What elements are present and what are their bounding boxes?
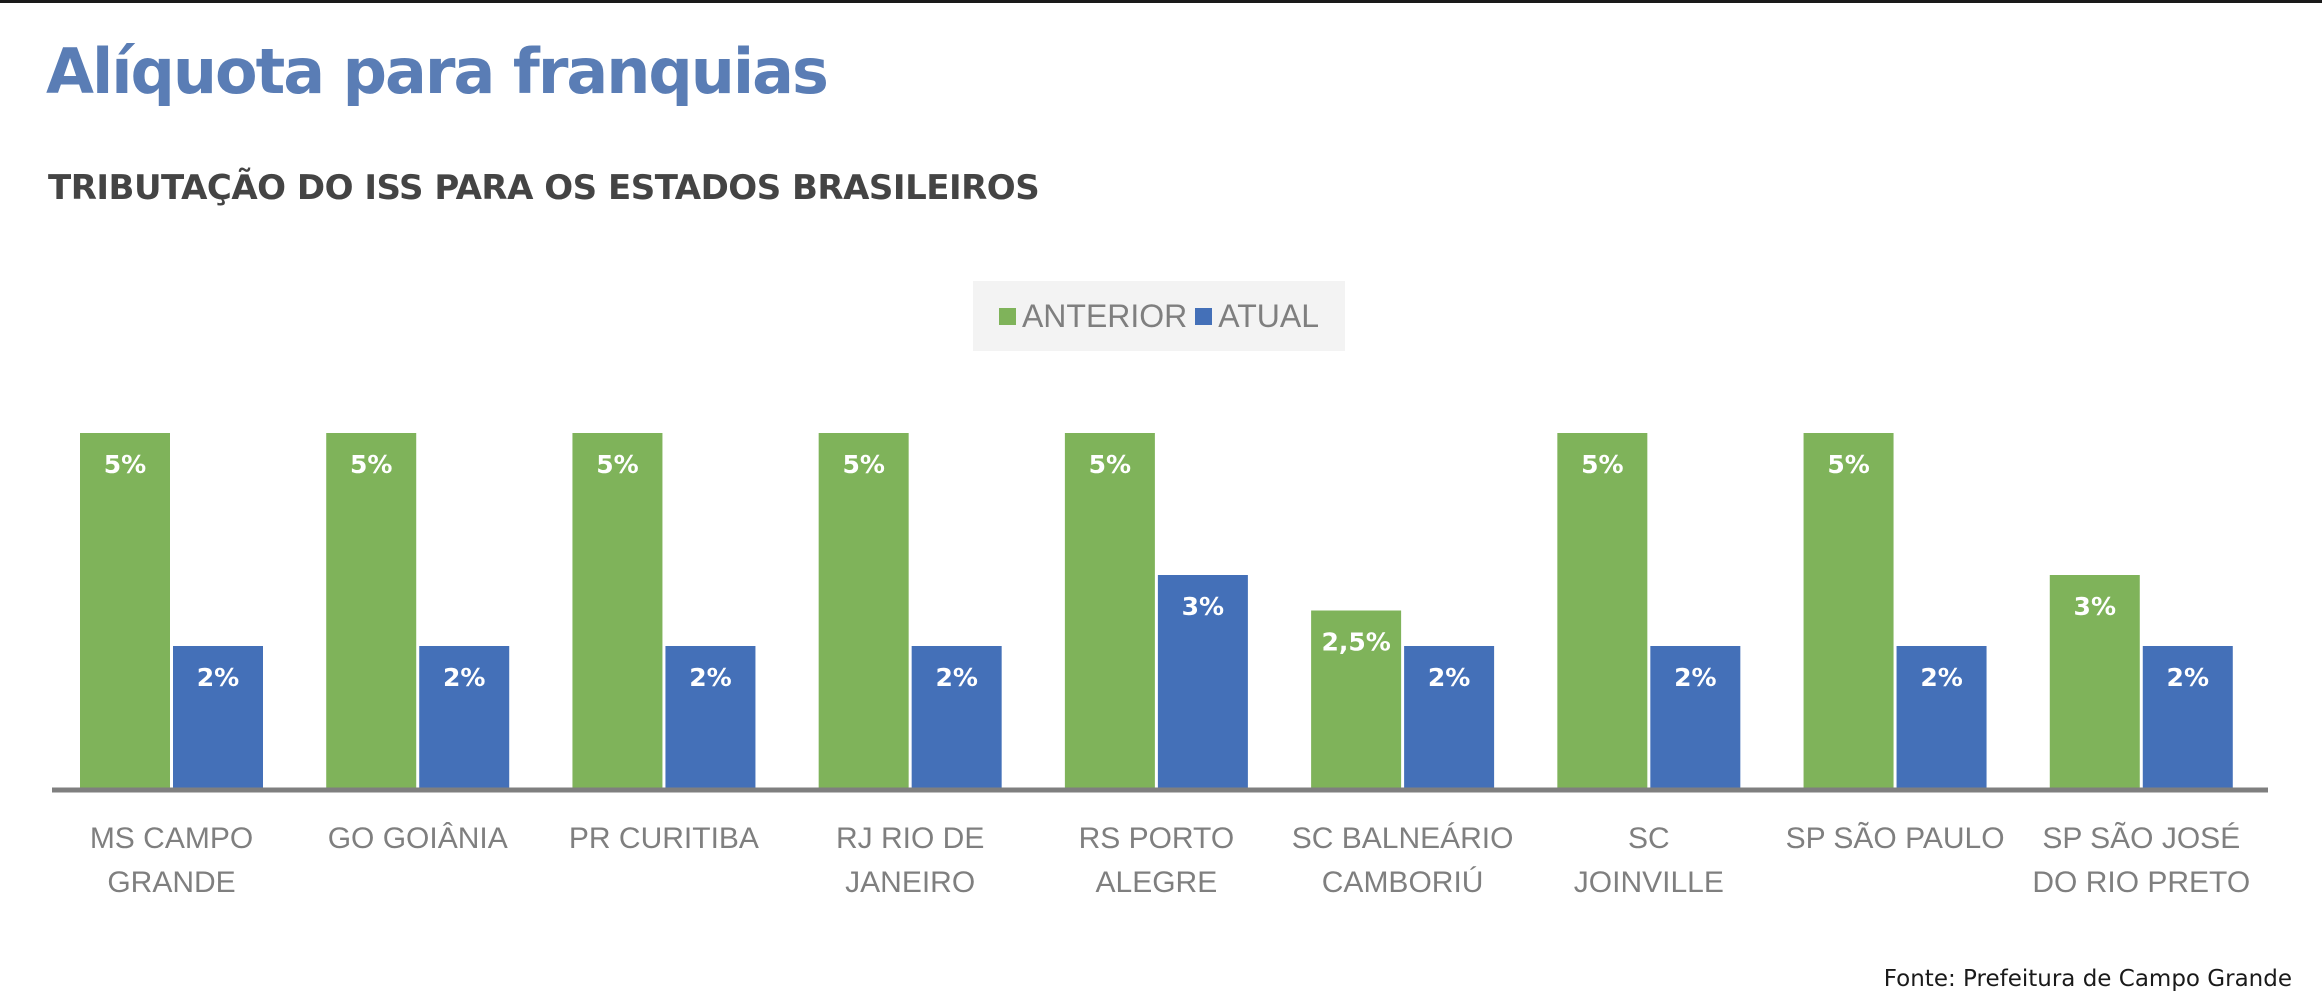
data-label-atual-6: 2%: [1674, 663, 1716, 692]
legend-swatch-atual: [1195, 307, 1213, 325]
bar-atual-3: [911, 646, 1002, 788]
bar-anterior-3: [818, 433, 909, 788]
category-label-line: JANEIRO: [845, 866, 975, 899]
bar-atual-6: [1650, 646, 1741, 788]
legend-item-anterior: ANTERIOR: [998, 297, 1188, 335]
legend-label-atual: ATUAL: [1218, 297, 1320, 334]
bar-anterior-0: [80, 433, 170, 788]
category-label-line: DO RIO PRETO: [2032, 866, 2250, 899]
page-title: Alíquota para franquias: [46, 35, 829, 108]
data-label-anterior-2: 5%: [596, 450, 638, 479]
data-label-anterior-5: 2,5%: [1321, 628, 1390, 657]
bar-atual-7: [1896, 646, 1987, 788]
data-label-anterior-7: 5%: [1827, 450, 1869, 479]
bar-atual-4: [1157, 575, 1248, 788]
bar-anterior-4: [1064, 433, 1155, 788]
data-label-atual-1: 2%: [443, 663, 485, 692]
bar-anterior-1: [326, 433, 417, 788]
bar-atual-1: [419, 646, 510, 788]
category-label-2: PR CURITIBA: [569, 822, 759, 855]
category-label-4: RS PORTO ALEGRE: [1079, 822, 1235, 899]
category-label-7: SP SÃO PAULO: [1786, 821, 2005, 855]
data-label-anterior-1: 5%: [350, 450, 392, 479]
bar-atual-2: [665, 646, 756, 788]
category-label-line: GO GOIÂNIA: [328, 822, 508, 855]
category-label-6: SC JOINVILLE: [1574, 822, 1724, 899]
category-label-line: RS PORTO: [1079, 822, 1235, 855]
bar-anterior-7: [1803, 433, 1894, 788]
data-label-anterior-8: 3%: [2074, 592, 2116, 621]
category-label-line: PR CURITIBA: [569, 822, 759, 855]
chart-subtitle: TRIBUTAÇÃO DO ISS PARA OS ESTADOS BRASIL…: [48, 168, 1040, 208]
category-label-1: GO GOIÂNIA: [328, 822, 508, 855]
category-label-line: SP SÃO JOSÉ: [2042, 821, 2240, 855]
source-note: Fonte: Prefeitura de Campo Grande: [1883, 966, 2292, 992]
category-label-0: MS CAMPO GRANDE: [90, 822, 253, 899]
bar-atual-0: [173, 646, 263, 788]
legend-label-anterior: ANTERIOR: [1021, 297, 1188, 334]
bar-anterior-5: [1311, 610, 1402, 788]
data-label-atual-2: 2%: [689, 663, 731, 692]
bar-atual-8: [2142, 646, 2233, 788]
data-label-anterior-6: 5%: [1581, 450, 1623, 479]
category-label-3: RJ RIO DE JANEIRO: [836, 822, 984, 899]
category-label-line: ALEGRE: [1096, 866, 1218, 899]
data-label-atual-0: 2%: [197, 663, 239, 692]
data-label-atual-5: 2%: [1428, 663, 1470, 692]
category-label-line: SP SÃO PAULO: [1786, 821, 2005, 855]
category-label-line: CAMBORIÚ: [1322, 866, 1484, 899]
data-label-atual-7: 2%: [1920, 663, 1962, 692]
data-label-anterior-4: 5%: [1089, 450, 1131, 479]
category-label-line: JOINVILLE: [1574, 866, 1724, 899]
data-label-anterior-0: 5%: [104, 450, 146, 479]
bar-anterior-8: [2049, 575, 2140, 788]
legend-swatch-anterior: [998, 307, 1016, 325]
data-label-atual-4: 3%: [1182, 592, 1224, 621]
category-label-8: SP SÃO JOSÉ DO RIO PRETO: [2032, 821, 2250, 899]
bar-atual-5: [1404, 646, 1495, 788]
data-label-anterior-3: 5%: [842, 450, 884, 479]
chart-legend: ANTERIOR ATUAL: [973, 281, 1345, 351]
data-label-atual-3: 2%: [935, 663, 977, 692]
legend-item-atual: ATUAL: [1195, 298, 1319, 335]
category-label-line: SC: [1628, 822, 1670, 855]
top-rule: [0, 0, 2322, 3]
bar-anterior-6: [1557, 433, 1648, 788]
data-label-atual-8: 2%: [2167, 663, 2209, 692]
category-label-5: SC BALNEÁRIO CAMBORIÚ: [1292, 822, 1514, 899]
bar-anterior-2: [572, 433, 663, 788]
category-label-line: GRANDE: [107, 866, 235, 899]
category-label-line: RJ RIO DE: [836, 822, 984, 855]
category-label-line: MS CAMPO: [90, 822, 253, 855]
category-label-line: SC BALNEÁRIO: [1292, 822, 1514, 855]
